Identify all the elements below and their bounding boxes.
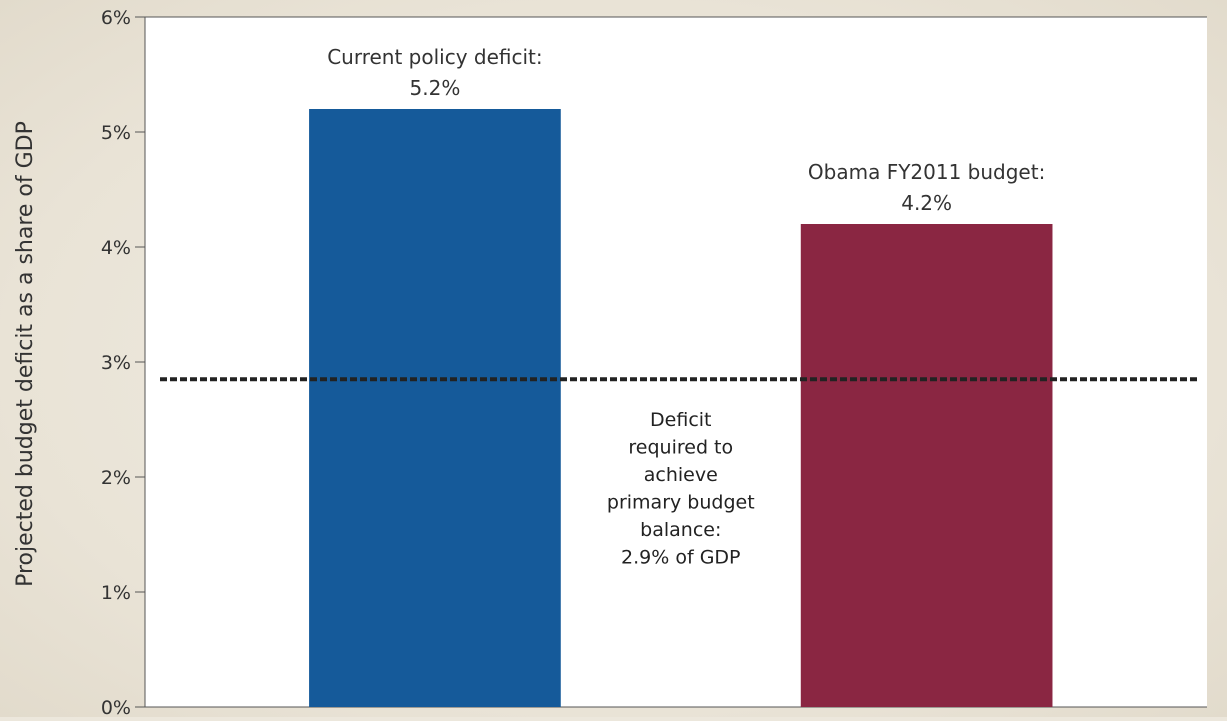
bar-value-label: 5.2% [410, 76, 461, 100]
y-tick-label: 0% [101, 697, 131, 717]
bars: Current policy deficit: 5.2% Obama FY2011 … [309, 45, 1053, 707]
y-axis-label: Projected budget deficit as a share of G… [13, 121, 38, 587]
y-ticks: 0% 1% 2% 3% 4% 5% 6% [101, 7, 145, 719]
reference-annotation-line: 2.9% of GDP [621, 547, 740, 569]
y-tick-label: 1% [101, 582, 131, 604]
y-tick-label: 2% [101, 467, 131, 489]
reference-annotation-line: Deficit [650, 409, 711, 431]
y-tick-label: 4% [101, 237, 131, 259]
reference-annotation-line: achieve [644, 464, 718, 486]
bar-label: Obama FY2011 budget: [808, 160, 1045, 184]
y-tick-label: 6% [101, 7, 131, 29]
bar-value-label: 4.2% [901, 191, 952, 215]
reference-line-group: Deficit required to achieve primary budget b… [160, 377, 1200, 569]
y-tick-label: 5% [101, 122, 131, 144]
reference-annotation-line: primary budget [607, 492, 755, 514]
bar-label: Current policy deficit: [327, 45, 542, 69]
bar-1 [309, 109, 561, 707]
y-tick-label: 3% [101, 352, 131, 374]
reference-annotation-line: balance: [640, 519, 721, 541]
bar-2 [800, 224, 1053, 707]
reference-annotation-line: required to [628, 437, 733, 459]
